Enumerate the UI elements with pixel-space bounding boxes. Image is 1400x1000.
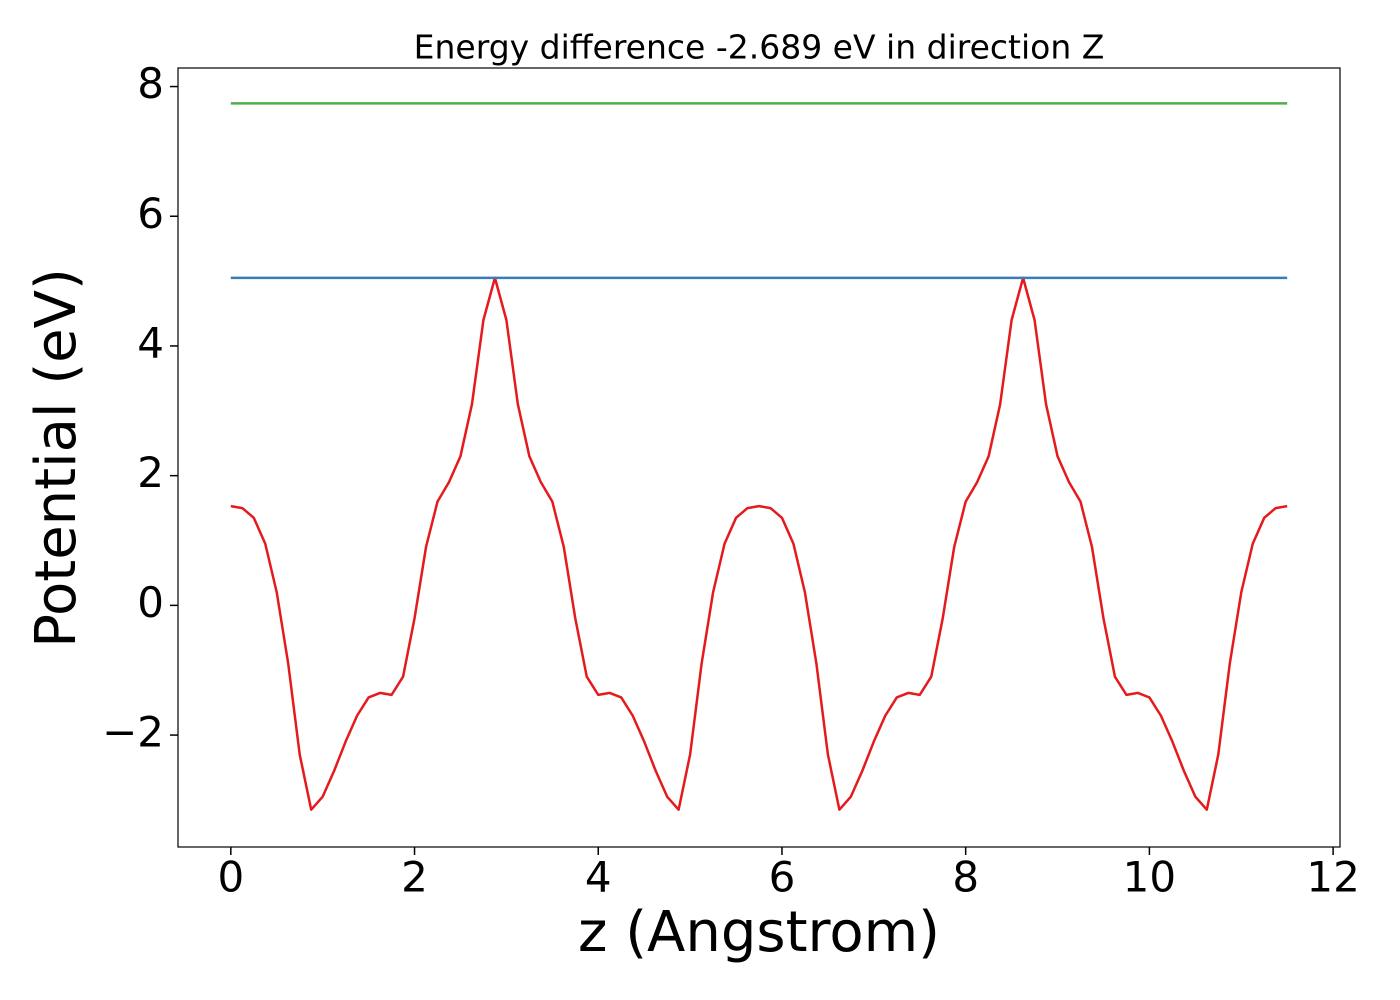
x-axis-label: z (Angstrom) <box>578 900 940 965</box>
y-tick-label: 2 <box>137 448 164 497</box>
x-tick-label: 8 <box>952 853 979 902</box>
x-tick-label: 4 <box>585 853 612 902</box>
y-tick-label: 6 <box>137 189 164 238</box>
y-tick-label: 4 <box>137 318 164 367</box>
y-tick-label: 0 <box>137 578 164 627</box>
x-tick-label: 0 <box>217 853 244 902</box>
plot-frame <box>177 67 1341 848</box>
chart-title: Energy difference -2.689 eV in direction… <box>414 28 1105 67</box>
y-tick-label: −2 <box>102 708 164 757</box>
x-tick-label: 12 <box>1306 853 1359 902</box>
y-tick-label: 8 <box>137 59 164 108</box>
y-axis-label: Potential (eV) <box>24 268 89 648</box>
x-tick-label: 2 <box>401 853 428 902</box>
series-line <box>230 276 1288 811</box>
x-tick-label: 10 <box>1123 853 1176 902</box>
x-tick-label: 6 <box>769 853 796 902</box>
